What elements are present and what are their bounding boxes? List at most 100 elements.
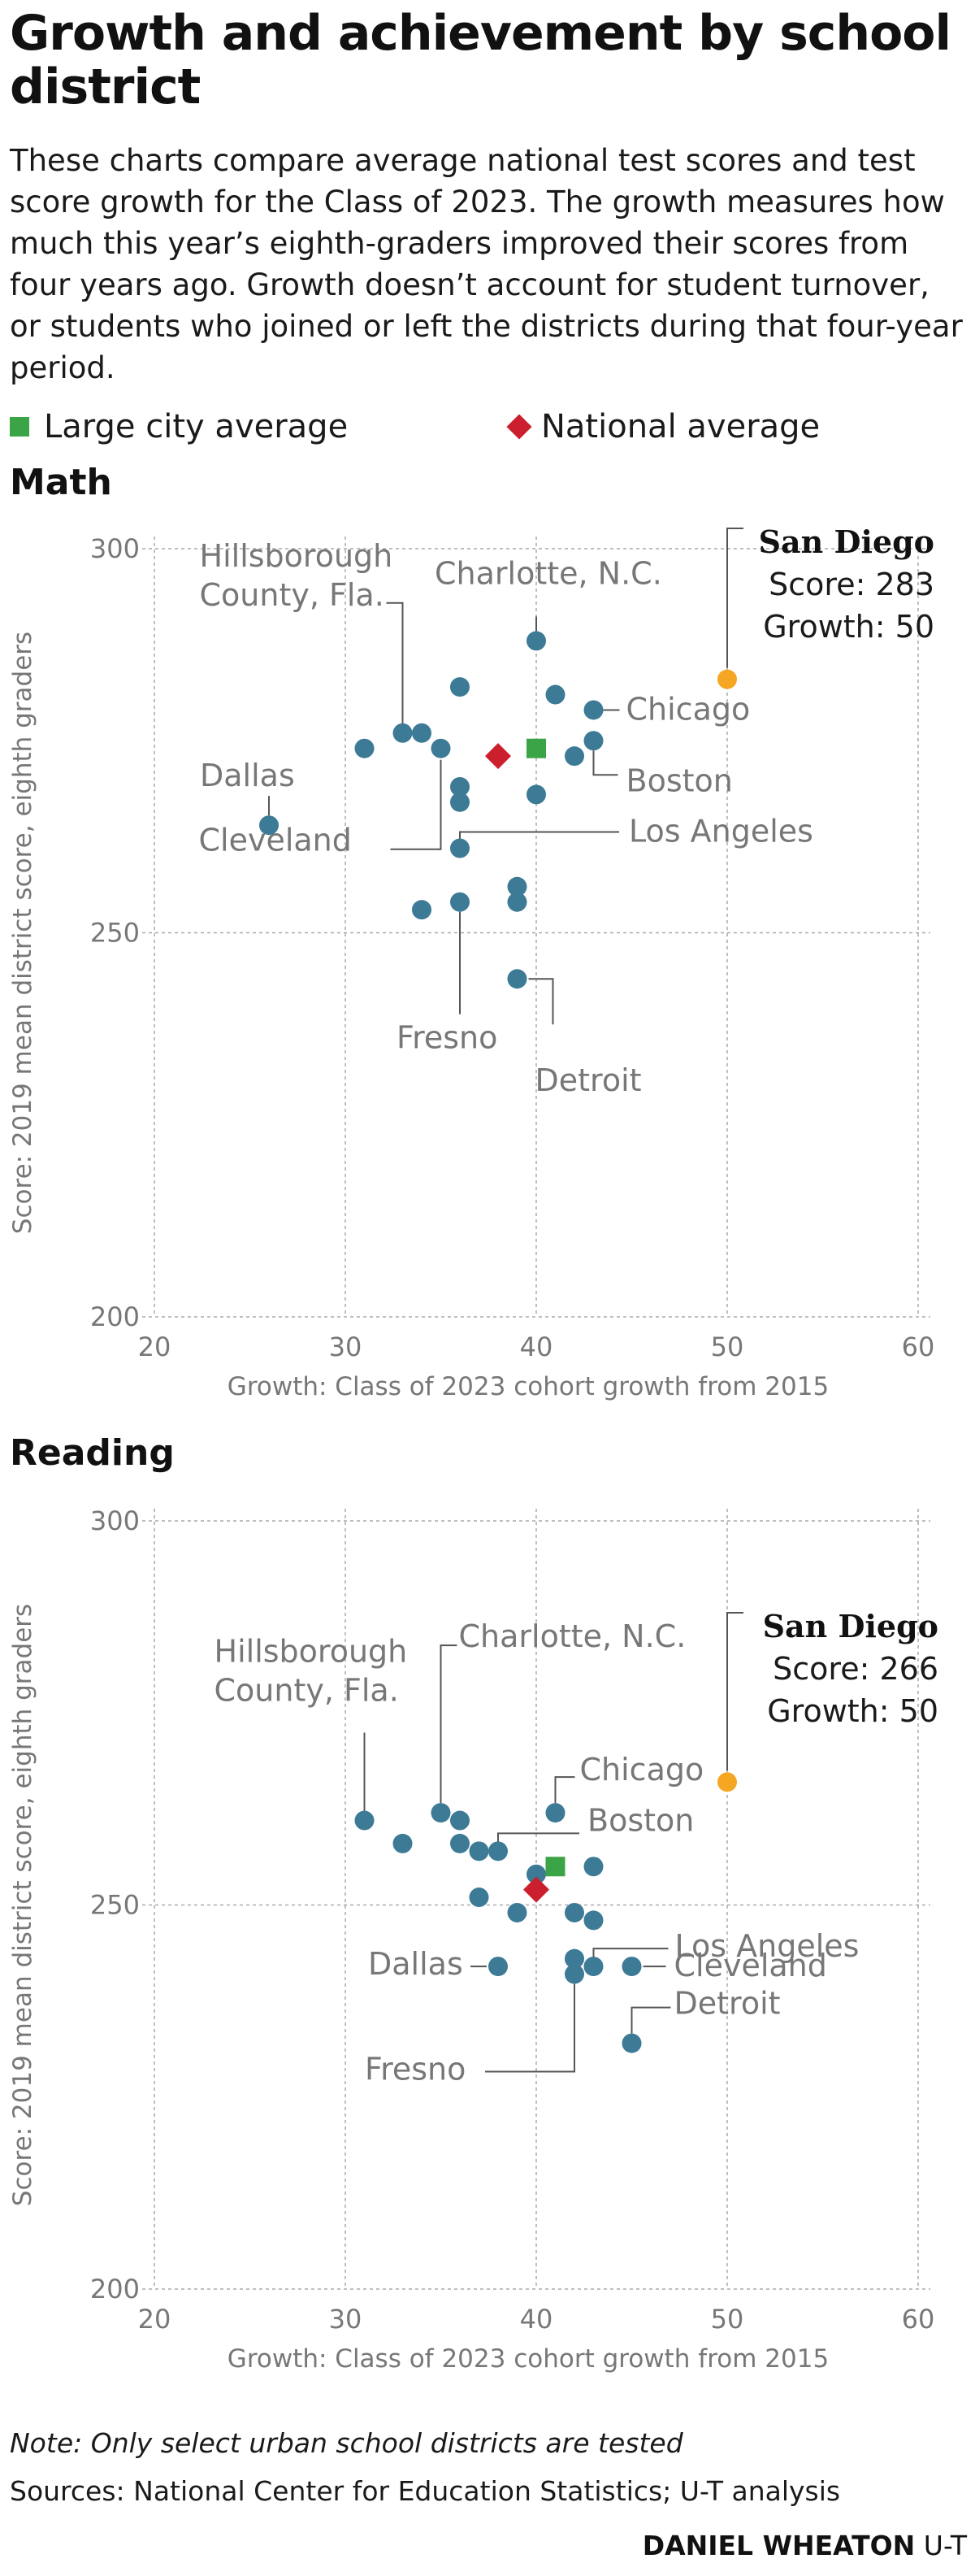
district-point bbox=[565, 1902, 584, 1922]
district-point bbox=[583, 700, 604, 720]
label-leader-line bbox=[386, 602, 404, 727]
legend-national-label: National average bbox=[541, 408, 821, 445]
district-point bbox=[583, 1857, 604, 1877]
credit-org: U-T bbox=[923, 2530, 967, 2561]
district-point bbox=[565, 746, 584, 767]
district-point bbox=[545, 1803, 566, 1823]
district-label: Boston bbox=[626, 762, 733, 798]
district-point bbox=[450, 677, 470, 697]
san-diego-growth: Growth: 50 bbox=[767, 1693, 938, 1729]
label-leader-line bbox=[554, 1776, 575, 1804]
label-leader-line bbox=[485, 1983, 575, 2073]
district-point bbox=[450, 1810, 470, 1831]
district-point bbox=[450, 1833, 470, 1853]
district-point bbox=[622, 2033, 642, 2053]
district-point bbox=[526, 1864, 546, 1884]
district-point bbox=[469, 1841, 489, 1861]
district-point bbox=[354, 1810, 375, 1831]
district-point bbox=[545, 684, 566, 705]
district-point bbox=[259, 815, 279, 836]
district-point bbox=[450, 776, 470, 797]
label-leader-line bbox=[497, 1832, 579, 1844]
san-diego-leader-line bbox=[726, 1612, 743, 1771]
district-label: County, Fla. bbox=[200, 577, 384, 613]
district-point bbox=[469, 1887, 489, 1908]
district-point bbox=[354, 738, 375, 758]
san-diego-name: San Diego bbox=[763, 1608, 938, 1644]
district-label: Dallas bbox=[200, 758, 295, 793]
label-leader-line bbox=[390, 759, 442, 850]
credit: DANIEL WHEATON U-T bbox=[643, 2530, 967, 2561]
x-tick-label: 30 bbox=[329, 1331, 362, 1362]
district-point bbox=[431, 738, 451, 758]
reading-chart-title: Reading bbox=[10, 1432, 175, 1474]
label-leader-line bbox=[528, 978, 554, 1025]
district-point bbox=[507, 969, 527, 989]
red-diamond-icon bbox=[506, 414, 532, 440]
label-leader-line bbox=[459, 831, 619, 841]
x-axis-title: Growth: Class of 2023 cohort growth from… bbox=[228, 2344, 829, 2374]
district-point bbox=[412, 900, 431, 920]
y-tick-label: 250 bbox=[90, 1890, 140, 1921]
district-label: Hillsborough bbox=[214, 1634, 408, 1670]
page-title: Growth and achievement by school distric… bbox=[10, 5, 951, 115]
district-point bbox=[488, 1841, 508, 1861]
y-tick-label: 200 bbox=[90, 1301, 140, 1332]
legend-large-city-label: Large city average bbox=[44, 408, 349, 445]
label-leader-line bbox=[630, 2006, 671, 2034]
district-point bbox=[583, 731, 604, 751]
district-label: Fresno bbox=[396, 1020, 497, 1056]
y-tick-label: 300 bbox=[90, 1505, 140, 1536]
intro-text: These charts compare average national te… bbox=[10, 143, 963, 385]
label-leader-line bbox=[592, 1948, 669, 1959]
x-axis-title: Growth: Class of 2023 cohort growth from… bbox=[228, 1372, 829, 1401]
district-point bbox=[526, 631, 546, 651]
district-label: County, Fla. bbox=[214, 1673, 399, 1709]
district-label: Dallas bbox=[368, 1946, 463, 1982]
district-label: Detroit bbox=[535, 1062, 642, 1098]
y-axis-title: Score: 2019 mean district score, eighth … bbox=[8, 632, 37, 1234]
x-tick-label: 30 bbox=[329, 2304, 362, 2335]
district-label: Los Angeles bbox=[629, 814, 813, 849]
x-tick-label: 60 bbox=[902, 1331, 935, 1362]
district-point bbox=[431, 1803, 451, 1823]
san-diego-point bbox=[717, 669, 737, 689]
district-point bbox=[392, 1833, 413, 1853]
district-label: Charlotte, N.C. bbox=[435, 555, 662, 591]
x-tick-label: 50 bbox=[711, 1331, 744, 1362]
district-label: Charlotte, N.C. bbox=[459, 1618, 687, 1654]
san-diego-point bbox=[717, 1772, 737, 1792]
district-label: Los Angeles bbox=[675, 1928, 860, 1964]
district-point bbox=[565, 1964, 584, 1984]
district-point bbox=[526, 784, 546, 805]
reading-scatter-chart: 20 30 40 50 60 200 250 300 Growth: Class of 2023… bbox=[8, 1505, 938, 2374]
district-label: Cleveland bbox=[674, 1948, 827, 1983]
sources: Sources: National Center for Education S… bbox=[10, 2475, 841, 2507]
y-tick-label: 250 bbox=[90, 918, 140, 949]
san-diego-leader-line bbox=[726, 528, 743, 668]
district-point bbox=[392, 723, 413, 743]
national-average-marker bbox=[523, 1876, 549, 1903]
green-square-icon bbox=[10, 417, 29, 437]
legend-large-city: Large city average bbox=[10, 406, 348, 447]
san-diego-score: Score: 266 bbox=[773, 1651, 938, 1687]
x-tick-label: 20 bbox=[138, 2304, 171, 2335]
district-point bbox=[450, 892, 470, 912]
label-leader-line bbox=[440, 1644, 457, 1804]
district-point bbox=[412, 723, 431, 743]
district-point bbox=[507, 1902, 527, 1922]
x-tick-label: 50 bbox=[711, 2304, 744, 2335]
y-axis-title: Score: 2019 mean district score, eighth … bbox=[8, 1604, 37, 2206]
district-point bbox=[507, 876, 527, 897]
y-tick-label: 300 bbox=[90, 533, 140, 564]
district-point bbox=[565, 1948, 584, 1969]
district-point bbox=[583, 1910, 604, 1931]
district-label: Boston bbox=[587, 1802, 694, 1838]
san-diego-name: San Diego bbox=[759, 523, 934, 560]
district-label: Fresno bbox=[365, 2052, 466, 2087]
district-point bbox=[622, 1957, 642, 1977]
national-average-marker bbox=[485, 743, 511, 770]
district-label: Chicago bbox=[580, 1752, 704, 1788]
footnote: Note: Only select urban school districts… bbox=[10, 2427, 683, 2459]
x-tick-label: 60 bbox=[902, 2304, 935, 2335]
